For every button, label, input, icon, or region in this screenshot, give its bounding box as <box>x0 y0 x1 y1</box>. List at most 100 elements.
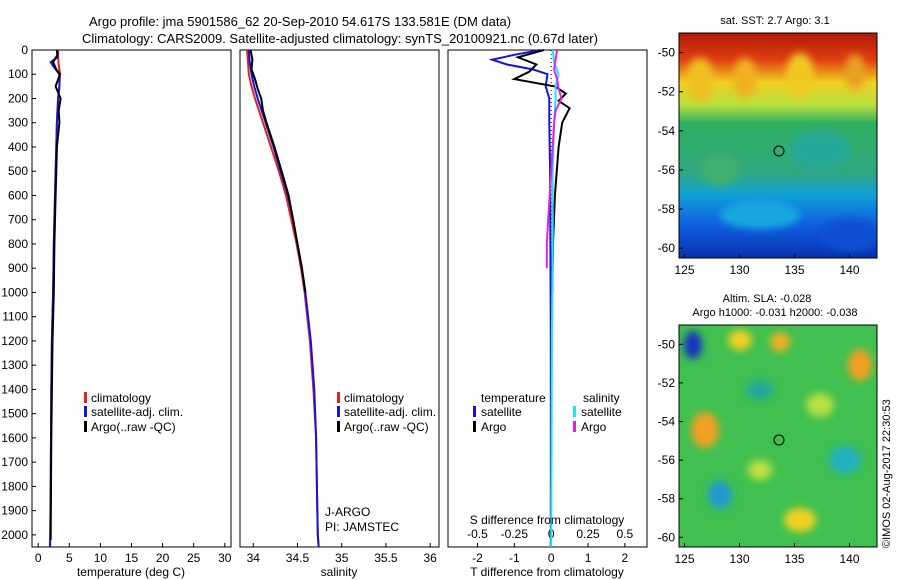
lon-tick-label: 140 <box>839 552 859 566</box>
depth-tick-label: 1300 <box>1 358 28 372</box>
temperature-x-axis: 0 5 10 15 20 25 30 <box>35 543 232 565</box>
x-tick-label: 25 <box>187 551 201 565</box>
series-line-t-satellite <box>488 49 552 547</box>
lat-tick-label: -50 <box>658 337 676 351</box>
series-line-climatology <box>246 49 320 548</box>
depth-tick-label: 500 <box>8 164 28 178</box>
legend-label-argo: Argo(..raw -QC) <box>344 420 429 434</box>
salinity-legend: climatology satellite-adj. clim. Argo(..… <box>337 391 436 434</box>
legend-swatch-climatology <box>84 392 87 403</box>
depth-tick-label: 1500 <box>1 407 28 421</box>
depth-tick-label: 200 <box>8 91 28 105</box>
x-tick-label: 35.5 <box>374 551 398 565</box>
legend-label-s-argo: Argo <box>581 420 607 434</box>
depth-tick-label: 900 <box>8 261 28 275</box>
lat-tick-label: -54 <box>658 415 676 429</box>
legend-swatch-climatology <box>337 392 340 403</box>
header-line-1: Argo profile: jma 5901586_62 20-Sep-2010… <box>89 14 511 29</box>
sst-map-title: sat. SST: 2.7 Argo: 3.1 <box>720 15 829 27</box>
legend-swatch-t-satellite <box>473 406 476 417</box>
lat-tick-label: -52 <box>658 376 676 390</box>
legend-swatch-satellite <box>84 406 87 417</box>
x-tick-label: 30 <box>218 551 232 565</box>
s-tick-label: 0.5 <box>617 527 634 541</box>
lon-tick-label: 140 <box>839 263 859 277</box>
sst-map <box>679 33 877 258</box>
lon-tick-label: 135 <box>784 263 804 277</box>
depth-tick-label: 1200 <box>1 334 28 348</box>
series-line-argo-raw-qc- <box>249 49 307 293</box>
legend-swatch-satellite <box>337 406 340 417</box>
temperature-lines <box>49 49 62 548</box>
sst-map-axes: 125 130 135 140 -50 -52 -54 -56 -58 -60 <box>658 46 860 277</box>
legend-label-satellite: satellite-adj. clim. <box>91 405 183 419</box>
lat-tick-label: -58 <box>658 202 676 216</box>
t-difference-axis-label: T difference from climatology <box>470 565 624 579</box>
x-tick-label: 20 <box>156 551 170 565</box>
lon-tick-label: 125 <box>674 263 694 277</box>
depth-tick-label: 2000 <box>1 528 28 542</box>
lon-tick-label: 130 <box>729 552 749 566</box>
depth-tick-label: 1800 <box>1 479 28 493</box>
sla-map-frame <box>678 324 878 548</box>
legend-label-t-argo: Argo <box>481 420 507 434</box>
lat-tick-label: -54 <box>658 124 676 138</box>
depth-tick-label: 600 <box>8 188 28 202</box>
sla-map-title-1: Altim. SLA: -0.028 <box>723 293 812 305</box>
x-tick-label: 35 <box>335 551 349 565</box>
legend-swatch-s-satellite <box>573 406 576 417</box>
depth-tick-label: 1900 <box>1 504 28 518</box>
legend-label-t-satellite: satellite <box>481 405 522 419</box>
salinity-lines <box>246 49 320 548</box>
sst-map-frame <box>678 32 878 259</box>
legend-label-climatology: climatology <box>91 391 151 405</box>
lat-tick-label: -56 <box>658 163 676 177</box>
salinity-panel-frame <box>239 49 440 548</box>
depth-tick-label: 1700 <box>1 455 28 469</box>
x-tick-label: 15 <box>125 551 139 565</box>
depth-tick-label: 400 <box>8 140 28 154</box>
series-line-satellite-adj-clim- <box>247 49 320 548</box>
s-tick-label: -0.25 <box>501 527 529 541</box>
depth-tick-label: 0 <box>21 43 28 57</box>
lat-tick-label: -56 <box>658 453 676 467</box>
x-tick-label: 2 <box>622 551 629 565</box>
series-line-s-argo <box>545 49 563 269</box>
x-tick-label: 34 <box>247 551 261 565</box>
depth-tick-label: 1400 <box>1 382 28 396</box>
x-tick-label: 34.5 <box>286 551 310 565</box>
legend-swatch-argo <box>337 421 340 432</box>
x-tick-label: 36 <box>423 551 437 565</box>
salinity-axis-label: salinity <box>321 565 358 579</box>
depth-tick-label: 1600 <box>1 431 28 445</box>
sst-float-marker <box>773 145 785 157</box>
difference-legend: temperature salinity satellite Argo sate… <box>473 391 622 434</box>
lon-tick-label: 135 <box>784 552 804 566</box>
depth-tick-label: 1100 <box>2 310 28 324</box>
lat-tick-label: -52 <box>658 85 676 99</box>
legend-label-climatology: climatology <box>344 391 404 405</box>
x-tick-label: 10 <box>94 551 108 565</box>
series-line-t-argo <box>511 49 571 293</box>
lat-tick-label: -60 <box>658 241 676 255</box>
legend-label-s-satellite: satellite <box>581 405 622 419</box>
legend-label-argo: Argo(..raw -QC) <box>91 420 176 434</box>
s-tick-label: 0.25 <box>576 527 600 541</box>
temperature-legend: climatology satellite-adj. clim. Argo(..… <box>84 391 183 434</box>
sla-map <box>679 325 877 547</box>
depth-tick-label: 1000 <box>1 285 28 299</box>
legend-swatch-t-argo <box>473 421 476 432</box>
x-tick-label: 1 <box>585 551 592 565</box>
x-tick-label: -1 <box>509 551 520 565</box>
credit-text: ©IMOS 02-Aug-2017 22:30:53 <box>881 399 893 548</box>
depth-axis: 0 100 200 300 400 500 600 700 800 900 1000 1100 1200… <box>1 43 36 542</box>
sla-map-title-2: Argo h1000: -0.031 h2000: -0.038 <box>692 307 857 319</box>
temperature-axis-label: temperature (deg C) <box>77 565 185 579</box>
s-difference-axis-label: S difference from climatology <box>470 513 625 527</box>
x-tick-label: 0 <box>35 551 42 565</box>
lon-tick-label: 125 <box>674 552 694 566</box>
x-tick-label: 5 <box>66 551 73 565</box>
lat-tick-label: -60 <box>658 530 676 544</box>
depth-tick-label: 700 <box>8 213 28 227</box>
